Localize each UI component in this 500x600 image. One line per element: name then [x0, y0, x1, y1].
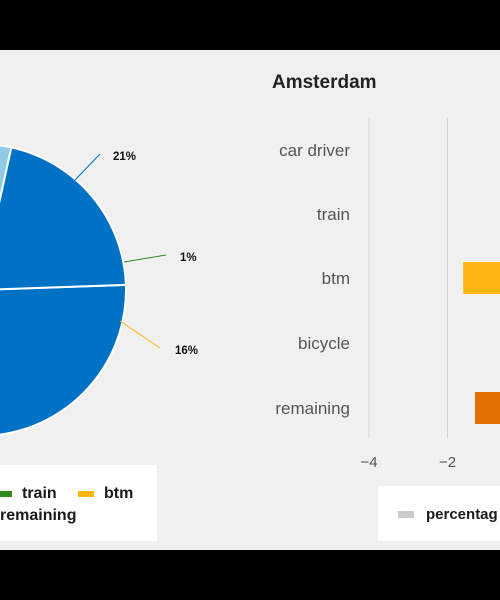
pie-leader-remaining — [74, 153, 101, 181]
legend-item-remaining[interactable]: remaining — [0, 507, 76, 525]
bar-chart: car driver train btm bicycle remaining −4 −2 — [275, 118, 500, 471]
legend-label-btm: btm — [104, 485, 134, 502]
legend-label-percentage: percentag — [426, 506, 498, 523]
legend-swatch-percentage — [398, 511, 414, 518]
legend-swatch-train — [0, 491, 12, 497]
legend-label-train: train — [22, 485, 57, 502]
category-label-bicycle: bicycle — [298, 334, 350, 353]
pie-legend: train btm remaining — [0, 465, 157, 541]
legend-item-btm[interactable]: btm — [78, 485, 133, 503]
pie-data-label: 16% — [175, 345, 198, 357]
category-label-train: train — [317, 205, 350, 224]
category-label-car-driver: car driver — [279, 141, 350, 160]
pie-leader-train — [123, 254, 167, 263]
bar-btm[interactable] — [463, 262, 500, 294]
bar-legend: percentag — [378, 486, 500, 541]
legend-item-percentage[interactable]: percentag — [398, 506, 498, 523]
chart-panel: 21% 1% 16% train btm remaining Amsterdam c… — [0, 50, 500, 550]
pie-chart: 21% 1% 16% — [0, 144, 198, 436]
category-label-remaining: remaining — [275, 399, 350, 418]
bar-chart-title: Amsterdam — [272, 72, 377, 93]
pie-data-label: 1% — [180, 252, 197, 264]
legend-label-remaining: remaining — [0, 507, 77, 524]
x-tick-label: −2 — [439, 454, 456, 471]
legend-item-train[interactable]: train — [0, 485, 57, 503]
pie-data-label: 21% — [113, 151, 136, 163]
bar-remaining[interactable] — [474, 392, 500, 424]
pie-slice-car-driver[interactable] — [0, 283, 127, 436]
x-tick-label: −4 — [360, 454, 377, 471]
pie-leader-btm — [119, 320, 161, 349]
pie-slice-remaining[interactable] — [0, 146, 127, 291]
legend-swatch-btm — [78, 491, 94, 497]
category-label-btm: btm — [322, 269, 350, 288]
